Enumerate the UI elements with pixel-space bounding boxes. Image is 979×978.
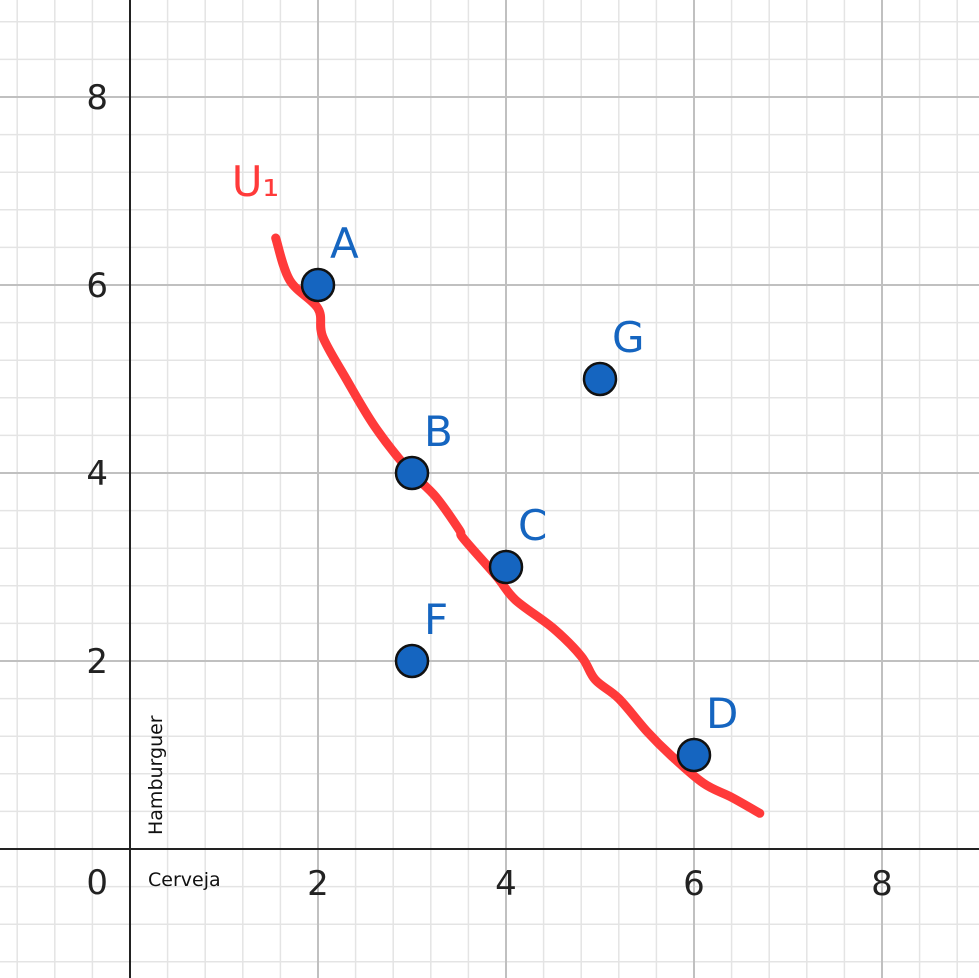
point-label-c: C <box>518 501 547 550</box>
point-g <box>582 361 618 397</box>
point-label-d: D <box>706 689 738 738</box>
y-axis-label: Hamburguer <box>145 715 167 835</box>
point-b <box>394 455 430 491</box>
point-f <box>394 643 430 679</box>
x-tick-label: 2 <box>307 864 329 904</box>
y-tick-label: 4 <box>86 454 108 494</box>
tick-labels: 2 4 6 8 2 4 6 8 <box>86 78 892 904</box>
y-tick-label: 2 <box>86 642 108 682</box>
y-tick-label: 6 <box>86 266 108 306</box>
points-layer: A B C D F G <box>300 219 738 773</box>
x-tick-label: 8 <box>871 864 893 904</box>
point-label-f: F <box>424 595 448 644</box>
x-tick-label: 6 <box>683 864 705 904</box>
point-d <box>676 737 712 773</box>
point-label-a: A <box>330 219 359 268</box>
x-tick-label: 4 <box>495 864 517 904</box>
origin-label: 0 <box>86 863 108 903</box>
point-label-b: B <box>424 407 453 456</box>
point-a <box>300 267 336 303</box>
x-axis-label: Cerveja <box>148 869 221 891</box>
y-tick-label: 8 <box>86 78 108 118</box>
utility-curve-layer: U₁ <box>232 157 765 818</box>
curve-label-u1: U₁ <box>232 157 280 206</box>
point-label-g: G <box>612 313 645 362</box>
point-c <box>488 549 524 585</box>
